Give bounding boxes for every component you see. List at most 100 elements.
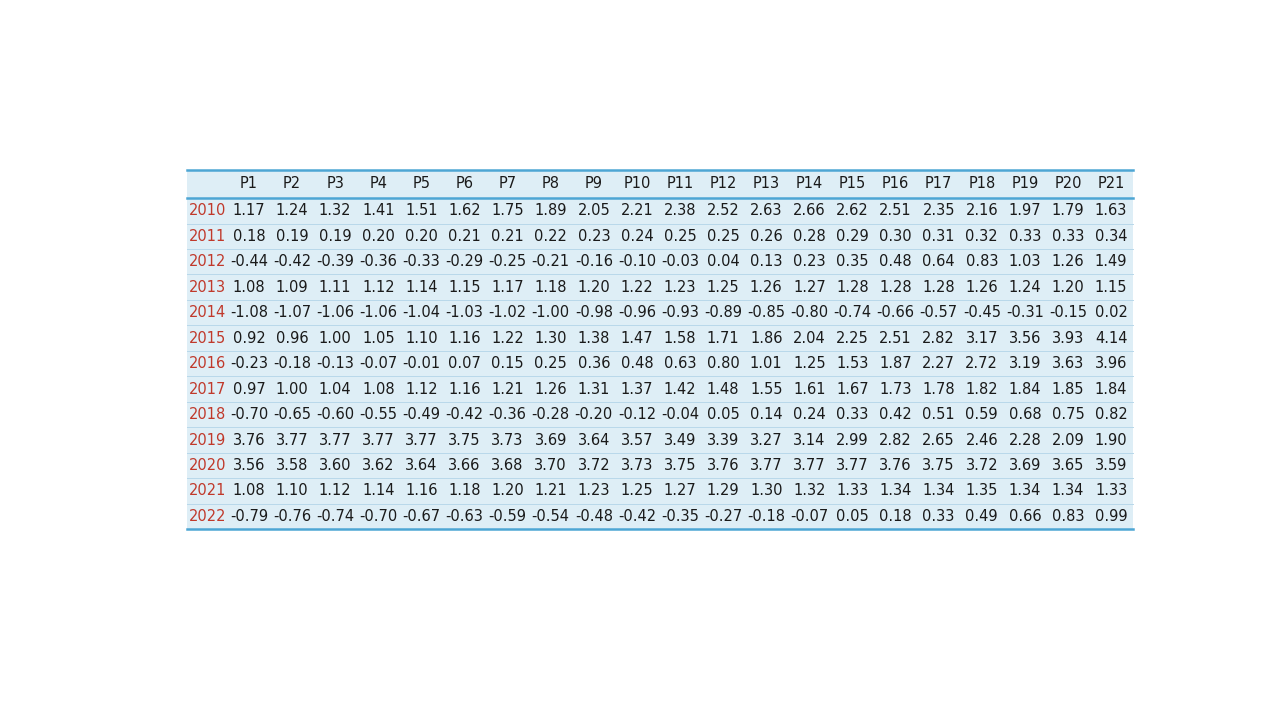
Text: -0.74: -0.74 [833, 305, 872, 320]
Text: -0.20: -0.20 [575, 407, 613, 422]
Text: 2.25: 2.25 [836, 330, 869, 346]
Text: 1.26: 1.26 [534, 382, 567, 397]
Text: 1.12: 1.12 [362, 279, 394, 294]
Text: -0.55: -0.55 [360, 407, 397, 422]
Text: 1.75: 1.75 [492, 203, 524, 218]
Text: 1.27: 1.27 [663, 483, 696, 498]
Text: 0.32: 0.32 [965, 229, 998, 244]
Text: 0.05: 0.05 [836, 509, 869, 524]
Text: 1.42: 1.42 [664, 382, 696, 397]
Text: -0.70: -0.70 [360, 509, 397, 524]
Text: 2.04: 2.04 [794, 330, 826, 346]
Text: 1.14: 1.14 [362, 483, 394, 498]
Text: 3.69: 3.69 [535, 433, 567, 448]
Text: P19: P19 [1011, 176, 1038, 192]
Text: 0.15: 0.15 [492, 356, 524, 371]
Text: 0.28: 0.28 [794, 229, 826, 244]
Text: 0.31: 0.31 [923, 229, 955, 244]
Text: 4.14: 4.14 [1094, 330, 1128, 346]
Text: 1.17: 1.17 [233, 203, 265, 218]
Text: P15: P15 [838, 176, 867, 192]
Text: 3.73: 3.73 [621, 458, 653, 473]
Text: 1.12: 1.12 [319, 483, 352, 498]
Text: -0.21: -0.21 [531, 254, 570, 269]
Text: 1.67: 1.67 [836, 382, 869, 397]
Text: 0.66: 0.66 [1009, 509, 1041, 524]
Text: -0.42: -0.42 [618, 509, 655, 524]
Text: 0.33: 0.33 [1009, 229, 1041, 244]
Text: 2.27: 2.27 [922, 356, 955, 371]
Text: 0.25: 0.25 [534, 356, 567, 371]
Text: 1.34: 1.34 [879, 483, 911, 498]
Text: P10: P10 [623, 176, 650, 192]
Text: -0.76: -0.76 [273, 509, 311, 524]
Text: P9: P9 [585, 176, 603, 192]
Text: -0.57: -0.57 [919, 305, 957, 320]
Text: 1.71: 1.71 [707, 330, 740, 346]
Text: 1.01: 1.01 [750, 356, 782, 371]
Text: 2.09: 2.09 [1052, 433, 1084, 448]
Text: 0.36: 0.36 [577, 356, 611, 371]
Text: 1.86: 1.86 [750, 330, 782, 346]
Text: 0.33: 0.33 [1052, 229, 1084, 244]
Text: P16: P16 [882, 176, 909, 192]
Text: 1.16: 1.16 [406, 483, 438, 498]
Text: 1.22: 1.22 [621, 279, 653, 294]
Text: -1.00: -1.00 [531, 305, 570, 320]
Text: 3.27: 3.27 [750, 433, 782, 448]
Text: 2.05: 2.05 [577, 203, 611, 218]
Text: 1.24: 1.24 [275, 203, 308, 218]
Text: 2.82: 2.82 [879, 433, 911, 448]
Text: 3.77: 3.77 [794, 458, 826, 473]
Text: 0.25: 0.25 [663, 229, 696, 244]
Text: 3.77: 3.77 [836, 458, 869, 473]
Text: -0.39: -0.39 [316, 254, 355, 269]
Text: -0.01: -0.01 [402, 356, 440, 371]
Text: 1.79: 1.79 [1052, 203, 1084, 218]
Text: -0.07: -0.07 [360, 356, 397, 371]
Text: 3.76: 3.76 [233, 433, 265, 448]
Text: -1.03: -1.03 [445, 305, 484, 320]
Text: 1.20: 1.20 [1052, 279, 1084, 294]
Text: 1.16: 1.16 [448, 330, 481, 346]
Text: 1.55: 1.55 [750, 382, 782, 397]
Text: -0.35: -0.35 [660, 509, 699, 524]
Text: 1.15: 1.15 [448, 279, 481, 294]
Text: 2.21: 2.21 [621, 203, 653, 218]
Text: -0.54: -0.54 [531, 509, 570, 524]
Text: -0.28: -0.28 [531, 407, 570, 422]
Text: -0.70: -0.70 [230, 407, 268, 422]
Text: 0.99: 0.99 [1094, 509, 1128, 524]
Text: -0.89: -0.89 [704, 305, 742, 320]
Text: 3.68: 3.68 [492, 458, 524, 473]
Text: 0.82: 0.82 [1094, 407, 1128, 422]
Text: 1.38: 1.38 [577, 330, 611, 346]
Text: 3.64: 3.64 [406, 458, 438, 473]
Text: 1.34: 1.34 [1052, 483, 1084, 498]
Text: -1.07: -1.07 [273, 305, 311, 320]
Text: -0.63: -0.63 [445, 509, 484, 524]
Text: P8: P8 [541, 176, 559, 192]
Text: 1.04: 1.04 [319, 382, 352, 397]
Text: 0.33: 0.33 [923, 509, 955, 524]
Text: P11: P11 [667, 176, 694, 192]
Text: -0.67: -0.67 [402, 509, 440, 524]
Text: 3.59: 3.59 [1094, 458, 1128, 473]
Text: -0.42: -0.42 [273, 254, 311, 269]
Text: 2.51: 2.51 [879, 203, 911, 218]
Text: 0.59: 0.59 [965, 407, 998, 422]
Text: 2016: 2016 [188, 356, 225, 371]
Text: 2.99: 2.99 [836, 433, 869, 448]
Text: P2: P2 [283, 176, 301, 192]
Text: 1.32: 1.32 [319, 203, 352, 218]
Text: 2.16: 2.16 [965, 203, 998, 218]
Text: 2015: 2015 [188, 330, 225, 346]
Text: 2.52: 2.52 [707, 203, 740, 218]
Text: 0.35: 0.35 [836, 254, 869, 269]
Text: 3.39: 3.39 [707, 433, 740, 448]
Text: P6: P6 [456, 176, 474, 192]
Text: P3: P3 [326, 176, 344, 192]
Text: 0.19: 0.19 [275, 229, 308, 244]
Text: 0.07: 0.07 [448, 356, 481, 371]
Text: 3.75: 3.75 [448, 433, 481, 448]
